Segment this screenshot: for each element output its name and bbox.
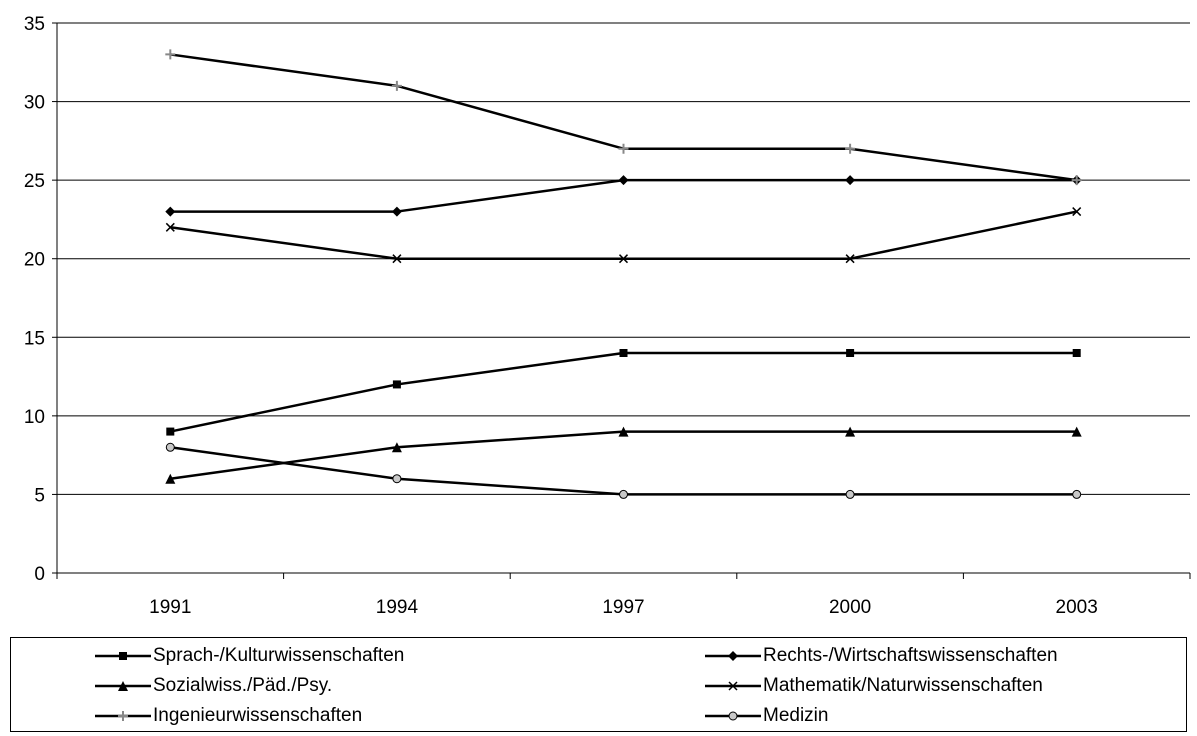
legend-label: Rechts-/Wirtschaftswissenschaften (763, 645, 1058, 666)
x-tick-label: 2003 (1056, 597, 1098, 618)
x-tick-label: 1997 (602, 597, 644, 618)
data-point (1071, 426, 1082, 437)
data-point (165, 473, 176, 484)
data-point (845, 254, 855, 264)
x-tick-label: 1994 (376, 597, 419, 618)
series-group (165, 49, 1082, 499)
data-point (1072, 489, 1082, 499)
data-point (619, 349, 628, 357)
x-tick-label: 2000 (829, 597, 871, 618)
legend-item-mathematik: Mathematik/Naturwissenschaften (703, 672, 1043, 700)
legend-point (118, 681, 128, 691)
data-point (392, 474, 402, 484)
data-point (392, 380, 401, 389)
data-point (619, 489, 628, 499)
series-circle (165, 442, 1082, 499)
data-point (618, 254, 629, 264)
series-triangle (165, 426, 1082, 484)
legend-label: Ingenieurwissenschaften (153, 705, 363, 726)
legend-point (728, 651, 738, 661)
legend-point (728, 681, 738, 691)
y-tick-label: 25 (24, 171, 45, 192)
series-line (170, 351, 1077, 433)
legend-marker-circle-icon (705, 711, 761, 721)
legend-point (119, 652, 127, 660)
data-point (1072, 207, 1082, 217)
data-point (846, 349, 855, 357)
data-point (618, 143, 629, 154)
series-x (165, 207, 1082, 264)
legend-item-medizin: Medizin (703, 702, 828, 730)
x-tick-label: 1991 (149, 597, 191, 618)
data-point (391, 442, 402, 453)
y-tick-label: 20 (24, 250, 45, 271)
data-point (166, 427, 175, 436)
data-point (392, 254, 402, 264)
data-point (845, 426, 856, 437)
line-chart: 0 5 10 15 20 25 30 35 1991 1994 1997 2000 2003 (24, 14, 1191, 618)
data-point (165, 222, 175, 232)
y-tick-label: 35 (24, 14, 45, 35)
data-point (845, 175, 856, 186)
legend-item-sozial: Sozialwiss./Päd./Psy. (93, 672, 332, 700)
legend-point (728, 711, 738, 721)
legend-marker-diamond-icon (705, 651, 761, 661)
legend-label: Sozialwiss./Päd./Psy. (153, 675, 333, 696)
series-diamond (165, 175, 1082, 217)
y-tick-label: 15 (24, 328, 45, 349)
series-plus (165, 49, 1082, 186)
legend-label: Mathematik/Naturwissenschaften (763, 675, 1043, 696)
data-point (845, 143, 856, 154)
data-point (165, 442, 175, 452)
legend-item-ingenieur: Ingenieurwissenschaften (93, 702, 362, 730)
data-point (618, 426, 629, 437)
axes: 0 5 10 15 20 25 30 35 1991 1994 1997 2000 2003 (24, 14, 1191, 618)
data-point (1072, 349, 1081, 357)
data-point (391, 80, 402, 91)
legend-item-sprach: Sprach-/Kulturwissenschaften (93, 642, 404, 670)
data-point (391, 206, 402, 217)
legend-label: Sprach-/Kulturwissenschaften (153, 645, 405, 666)
legend-marker-triangle-icon (95, 681, 151, 691)
legend-point (118, 711, 128, 721)
series-line (170, 430, 1077, 480)
data-point (845, 489, 855, 499)
series-line (170, 210, 1077, 260)
y-tick-label: 30 (24, 93, 45, 114)
legend-item-rechts: Rechts-/Wirtschaftswissenschaften (703, 642, 1058, 670)
data-point (618, 175, 629, 186)
series-line (170, 446, 1077, 496)
y-tick-label: 5 (34, 485, 45, 506)
data-point (165, 49, 176, 60)
series-square (166, 349, 1081, 436)
data-point (1071, 175, 1082, 186)
y-tick-label: 10 (24, 407, 45, 428)
legend-marker-plus-icon (95, 711, 151, 721)
legend-marker-square-icon (95, 652, 151, 660)
data-point (165, 206, 176, 217)
y-tick-label: 0 (34, 564, 45, 585)
legend-label: Medizin (763, 705, 829, 726)
legend-marker-x-icon (705, 681, 761, 691)
series-line (170, 53, 1077, 182)
legend: Sprach-/Kulturwissenschaften Rechts-/Wir… (10, 637, 1187, 732)
